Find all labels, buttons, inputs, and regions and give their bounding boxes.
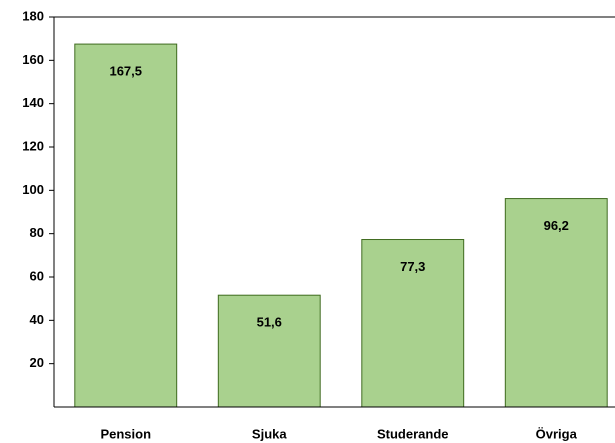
bar <box>361 239 465 408</box>
y-tick-label: 140 <box>22 95 44 110</box>
value-label: 51,6 <box>257 315 282 330</box>
value-label: 77,3 <box>400 259 425 274</box>
x-tick-label: Sjuka <box>252 426 287 441</box>
value-label: 167,5 <box>109 64 142 79</box>
y-tick-label: 40 <box>30 312 44 327</box>
y-tick-label: 120 <box>22 138 44 153</box>
bar <box>74 43 178 408</box>
bar <box>217 294 321 408</box>
value-label: 96,2 <box>544 218 569 233</box>
y-tick-label: 160 <box>22 52 44 67</box>
y-tick-label: 20 <box>30 355 44 370</box>
y-tick-label: 180 <box>22 8 44 23</box>
x-tick-label: Övriga <box>536 426 578 441</box>
y-tick-label: 60 <box>30 268 44 283</box>
y-tick-label: 80 <box>30 225 44 240</box>
y-tick-label: 100 <box>22 182 44 197</box>
x-tick-label: Studerande <box>377 426 449 441</box>
x-tick-label: Pension <box>100 426 151 441</box>
